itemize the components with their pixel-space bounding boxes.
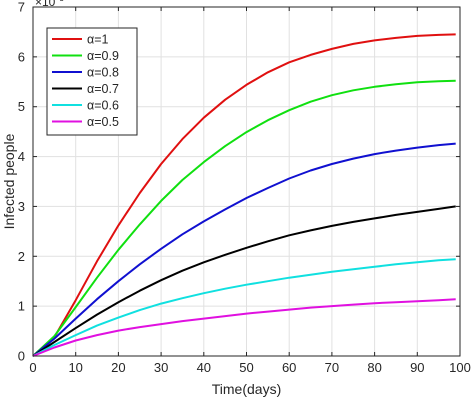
legend-box [46,27,138,136]
series-line-3 [32,205,456,357]
x-tick-label-5: 50 [239,360,253,375]
legend-label-0: α=1 [87,33,109,47]
x-tick-label-0: 0 [29,360,36,375]
y-tick-label-5: 5 [18,99,25,114]
y-tick-label-0: 0 [18,349,25,364]
y-tick-label-1: 1 [18,299,25,314]
y-tick-label-2: 2 [18,249,25,264]
legend-label-2: α=0.8 [87,66,119,80]
x-tick-label-4: 40 [197,360,211,375]
y-multiplier-label: ×10 [35,0,56,9]
series-line-5 [32,298,456,357]
legend-label-1: α=0.9 [87,49,119,63]
legend-label-3: α=0.7 [87,82,119,96]
series-line-2 [32,142,456,357]
y-multiplier-exponent: 6 [59,0,64,3]
x-tick-label-8: 80 [367,360,381,375]
y-tick-label-3: 3 [18,199,25,214]
series-line-1 [32,79,456,357]
x-tick-label-2: 20 [111,360,125,375]
x-axis-label: Time(days) [212,381,282,397]
series-line-0 [32,33,456,357]
legend-label-4: α=0.6 [87,99,119,113]
x-tick-label-7: 70 [325,360,339,375]
x-tick-label-9: 90 [410,360,424,375]
legend-label-5: α=0.5 [87,115,119,129]
y-axis-label: Infected people [1,133,17,229]
x-tick-label-3: 30 [154,360,168,375]
series-line-4 [32,258,456,357]
x-tick-label-10: 100 [449,360,471,375]
x-tick-label-1: 10 [68,360,82,375]
y-tick-label-7: 7 [18,0,25,15]
y-tick-label-4: 4 [18,149,25,164]
y-tick-label-6: 6 [18,49,25,64]
x-tick-label-6: 60 [282,360,296,375]
